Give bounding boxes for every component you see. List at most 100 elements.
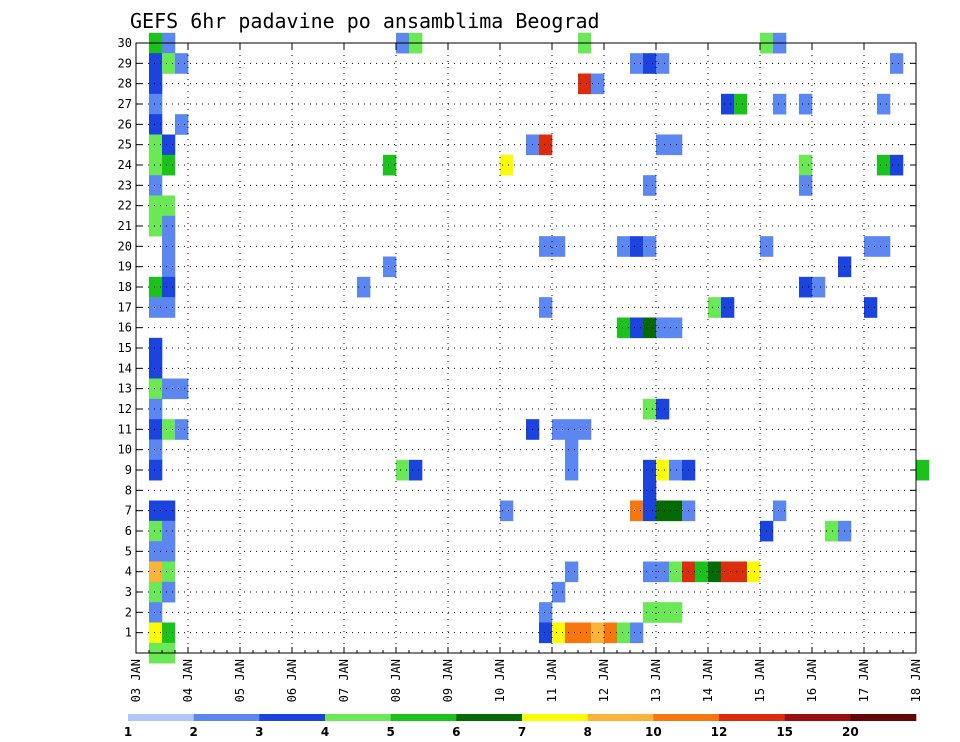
heatmap-cell bbox=[149, 378, 163, 400]
grid-lines bbox=[136, 42, 916, 653]
heatmap-cell bbox=[890, 53, 904, 74]
heatmap-cell bbox=[721, 561, 735, 583]
heatmap-cell bbox=[162, 622, 176, 644]
heatmap-cell bbox=[591, 622, 605, 644]
heatmap-cell bbox=[149, 459, 163, 481]
heatmap-cell bbox=[721, 297, 735, 318]
y-tick-label: 6 bbox=[125, 524, 132, 538]
colorbar-label: 12 bbox=[711, 725, 728, 739]
heatmap-cell bbox=[149, 520, 163, 542]
colorbar-swatch bbox=[719, 714, 785, 721]
heatmap-cell bbox=[149, 114, 163, 135]
y-tick-label: 20 bbox=[118, 239, 132, 253]
heatmap-cell bbox=[643, 561, 657, 583]
heatmap-cell bbox=[630, 236, 644, 257]
heatmap-cell bbox=[162, 541, 176, 562]
y-tick-label: 24 bbox=[118, 158, 132, 172]
y-tick-label: 29 bbox=[118, 56, 132, 70]
heatmap-cell bbox=[669, 317, 683, 339]
y-tick-label: 9 bbox=[125, 463, 132, 477]
heatmap-cell bbox=[149, 561, 163, 583]
heatmap-cell bbox=[149, 398, 163, 420]
heatmap-cell bbox=[916, 459, 930, 481]
colorbar-label: 15 bbox=[776, 725, 793, 739]
heatmap-cell bbox=[565, 622, 579, 644]
colorbar-swatch bbox=[522, 714, 588, 721]
heatmap-cell bbox=[500, 154, 514, 176]
y-tick-label: 3 bbox=[125, 585, 132, 599]
heatmap-cell bbox=[773, 500, 787, 522]
heatmap-cell bbox=[162, 500, 176, 522]
heatmap-cell bbox=[162, 520, 176, 542]
colorbar-label: 6 bbox=[452, 725, 460, 739]
heatmap-cell bbox=[773, 93, 787, 115]
y-tick-label: 19 bbox=[118, 260, 132, 274]
heatmap-cell bbox=[643, 398, 657, 420]
heatmap-cell bbox=[669, 459, 683, 481]
y-tick-label: 2 bbox=[125, 605, 132, 619]
heatmap-cell bbox=[149, 439, 163, 461]
x-tick-label: 11 JAN bbox=[545, 659, 559, 702]
colorbar-swatch bbox=[390, 714, 457, 721]
heatmap-cell bbox=[149, 602, 163, 623]
heatmap-cell bbox=[669, 602, 683, 623]
heatmap-cell bbox=[162, 561, 176, 583]
heatmap-cell bbox=[175, 378, 189, 400]
y-tick-label: 7 bbox=[125, 504, 132, 518]
heatmap-cell bbox=[617, 622, 631, 644]
colorbar-swatch bbox=[784, 714, 851, 721]
heatmap-cell bbox=[149, 175, 163, 196]
x-tick-label: 07 JAN bbox=[337, 659, 351, 702]
heatmap-cell bbox=[825, 520, 839, 542]
heatmap-cell bbox=[539, 236, 553, 257]
heatmap-cell bbox=[149, 134, 163, 156]
heatmap-cell bbox=[578, 622, 592, 644]
heatmap-cell bbox=[149, 276, 163, 298]
colorbar-swatch bbox=[456, 714, 523, 721]
x-tick-label: 14 JAN bbox=[701, 659, 715, 702]
colorbar-swatch bbox=[653, 714, 720, 721]
x-tick-label: 03 JAN bbox=[129, 659, 143, 702]
x-tick-label: 15 JAN bbox=[753, 659, 767, 702]
colorbar-swatch bbox=[193, 714, 260, 721]
y-tick-label: 5 bbox=[125, 544, 132, 558]
x-tick-label: 05 JAN bbox=[233, 659, 247, 702]
heatmap-cell bbox=[695, 561, 709, 583]
heatmap-cell bbox=[656, 398, 670, 420]
heatmap-cell bbox=[500, 500, 514, 522]
heatmap-cell bbox=[162, 195, 176, 217]
y-axis: 1234567891011121314151617181920212223242… bbox=[118, 36, 916, 640]
heatmap-cell bbox=[162, 581, 176, 603]
heatmap-cell bbox=[149, 622, 163, 644]
y-tick-label: 26 bbox=[118, 117, 132, 131]
heatmap-cell bbox=[175, 419, 189, 440]
heatmap-cell bbox=[149, 73, 163, 95]
colorbar-swatch bbox=[259, 714, 326, 721]
heatmap-cell bbox=[149, 195, 163, 217]
heatmap-cell bbox=[162, 215, 176, 237]
y-tick-label: 25 bbox=[118, 138, 132, 152]
heatmap-cell bbox=[630, 53, 644, 74]
heatmap-cell bbox=[149, 500, 163, 522]
heatmap-cell bbox=[643, 480, 657, 501]
heatmap-cell bbox=[149, 581, 163, 603]
heatmap-cell bbox=[708, 561, 722, 583]
heatmap-cell bbox=[539, 602, 553, 623]
heatmap-cell bbox=[890, 154, 904, 176]
heatmap-cell bbox=[877, 236, 891, 257]
heatmap-cell bbox=[149, 215, 163, 237]
heatmap-cell bbox=[721, 93, 735, 115]
y-tick-label: 21 bbox=[118, 219, 132, 233]
colorbar-label: 5 bbox=[386, 725, 394, 739]
heatmap-cell bbox=[565, 459, 579, 481]
x-tick-label: 09 JAN bbox=[441, 659, 455, 702]
heatmap-cell bbox=[656, 459, 670, 481]
colorbar-label: 7 bbox=[518, 725, 526, 739]
heatmap-cell bbox=[617, 236, 631, 257]
heatmap-cell bbox=[799, 93, 813, 115]
heatmap-cell bbox=[162, 256, 176, 278]
heatmap-cell bbox=[149, 541, 163, 562]
heatmap-cell bbox=[630, 317, 644, 339]
heatmap-cell bbox=[409, 459, 423, 481]
